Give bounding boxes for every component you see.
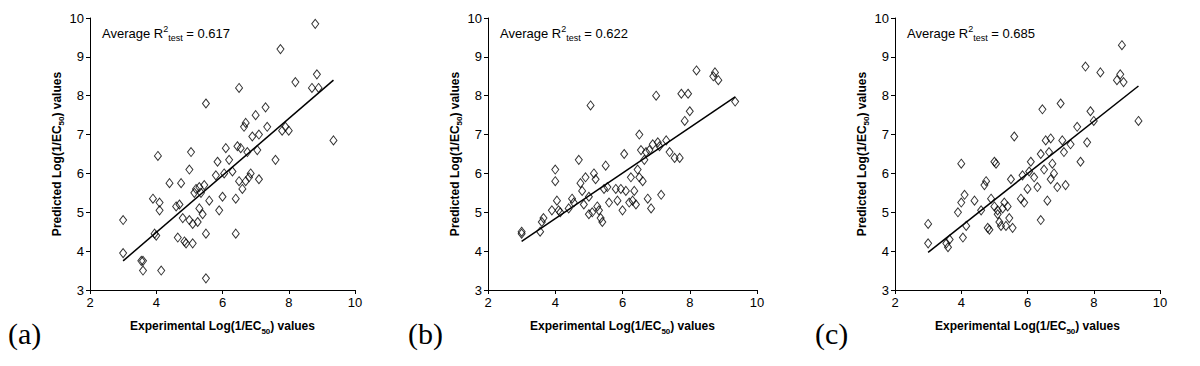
svg-text:9: 9 bbox=[475, 49, 482, 64]
svg-text:= 0.622: = 0.622 bbox=[581, 26, 628, 41]
svg-text:) values: ) values bbox=[50, 72, 64, 117]
svg-text:2: 2 bbox=[484, 295, 491, 310]
svg-text:) values: ) values bbox=[855, 72, 869, 117]
svg-text:Experimental Log(1/EC: Experimental Log(1/EC bbox=[130, 319, 262, 333]
svg-text:8: 8 bbox=[475, 88, 482, 103]
svg-text:2: 2 bbox=[891, 295, 898, 310]
svg-text:= 0.685: = 0.685 bbox=[988, 26, 1035, 41]
svg-text:10: 10 bbox=[1153, 295, 1167, 310]
svg-text:6: 6 bbox=[219, 295, 226, 310]
svg-text:Predicted Log(1/EC: Predicted Log(1/EC bbox=[50, 125, 64, 236]
svg-text:8: 8 bbox=[77, 88, 84, 103]
svg-text:8: 8 bbox=[1090, 295, 1097, 310]
svg-text:2: 2 bbox=[86, 295, 93, 310]
svg-text:4: 4 bbox=[475, 244, 482, 259]
svg-text:4: 4 bbox=[153, 295, 160, 310]
svg-text:5: 5 bbox=[882, 205, 889, 220]
svg-text:4: 4 bbox=[77, 244, 84, 259]
svg-text:Average R: Average R bbox=[102, 26, 163, 41]
svg-text:2: 2 bbox=[968, 23, 974, 34]
svg-text:) values: ) values bbox=[448, 72, 462, 117]
svg-text:50: 50 bbox=[261, 326, 271, 336]
svg-text:3: 3 bbox=[77, 283, 84, 298]
svg-text:5: 5 bbox=[77, 205, 84, 220]
svg-text:10: 10 bbox=[750, 295, 764, 310]
svg-text:10: 10 bbox=[348, 295, 362, 310]
svg-text:Experimental Log(1/EC: Experimental Log(1/EC bbox=[935, 319, 1067, 333]
svg-text:Predicted Log(1/EC: Predicted Log(1/EC bbox=[855, 125, 869, 236]
svg-text:10: 10 bbox=[70, 11, 84, 26]
svg-text:6: 6 bbox=[475, 166, 482, 181]
svg-text:50: 50 bbox=[455, 116, 465, 126]
svg-text:(a): (a) bbox=[8, 317, 41, 351]
svg-text:7: 7 bbox=[77, 127, 84, 142]
svg-text:8: 8 bbox=[882, 88, 889, 103]
svg-text:6: 6 bbox=[619, 295, 626, 310]
svg-text:8: 8 bbox=[285, 295, 292, 310]
svg-text:4: 4 bbox=[958, 295, 965, 310]
svg-text:Average R: Average R bbox=[907, 26, 968, 41]
svg-text:Average R: Average R bbox=[500, 26, 561, 41]
svg-text:4: 4 bbox=[552, 295, 559, 310]
svg-text:4: 4 bbox=[882, 244, 889, 259]
svg-text:) values: ) values bbox=[1075, 319, 1120, 333]
svg-text:Experimental Log(1/EC: Experimental Log(1/EC bbox=[530, 319, 662, 333]
svg-text:) values: ) values bbox=[270, 319, 315, 333]
svg-text:3: 3 bbox=[475, 283, 482, 298]
svg-text:50: 50 bbox=[862, 116, 872, 126]
svg-text:test: test bbox=[168, 33, 183, 43]
svg-text:2: 2 bbox=[561, 23, 567, 34]
svg-text:test: test bbox=[973, 33, 988, 43]
svg-text:10: 10 bbox=[875, 11, 889, 26]
svg-text:(b): (b) bbox=[408, 317, 443, 351]
svg-text:8: 8 bbox=[686, 295, 693, 310]
svg-text:7: 7 bbox=[882, 127, 889, 142]
svg-text:) values: ) values bbox=[670, 319, 715, 333]
svg-text:3: 3 bbox=[882, 283, 889, 298]
svg-text:50: 50 bbox=[1066, 326, 1076, 336]
svg-text:5: 5 bbox=[475, 205, 482, 220]
svg-text:= 0.617: = 0.617 bbox=[183, 26, 230, 41]
svg-text:6: 6 bbox=[77, 166, 84, 181]
svg-text:9: 9 bbox=[77, 49, 84, 64]
svg-text:50: 50 bbox=[661, 326, 671, 336]
svg-text:(c): (c) bbox=[815, 317, 848, 351]
svg-text:6: 6 bbox=[882, 166, 889, 181]
svg-text:7: 7 bbox=[475, 127, 482, 142]
svg-text:6: 6 bbox=[1024, 295, 1031, 310]
svg-text:9: 9 bbox=[882, 49, 889, 64]
svg-text:50: 50 bbox=[57, 116, 67, 126]
svg-text:10: 10 bbox=[468, 11, 482, 26]
svg-text:2: 2 bbox=[163, 23, 169, 34]
svg-text:Predicted Log(1/EC: Predicted Log(1/EC bbox=[448, 125, 462, 236]
svg-text:test: test bbox=[566, 33, 581, 43]
